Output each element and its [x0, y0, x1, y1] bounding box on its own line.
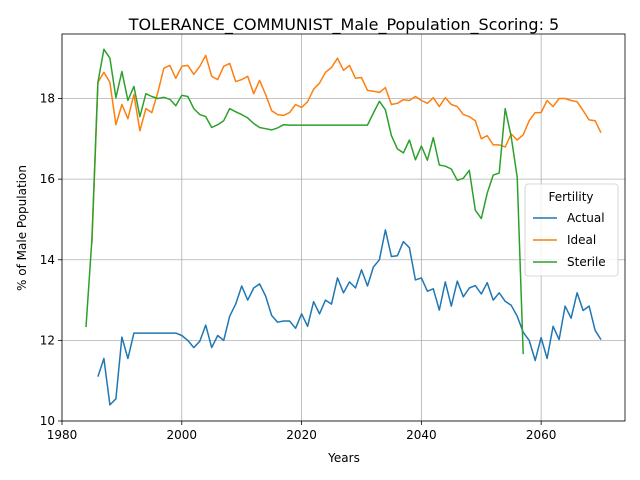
chart-title: TOLERANCE_COMMUNIST_Male_Population_Scor… [128, 15, 559, 35]
plot-frame [61, 33, 626, 422]
x-tick-label: 2020 [286, 428, 317, 442]
x-tick-label: 2060 [526, 428, 557, 442]
legend-entries: Actual Ideal Sterile [533, 211, 606, 269]
x-tick-label: 2000 [167, 428, 198, 442]
y-axis-label: % of Male Population [15, 165, 29, 291]
x-axis-ticks: 1980 2000 2020 2040 2060 [47, 421, 557, 442]
x-tick-label: 2040 [406, 428, 437, 442]
y-tick-label: 12 [40, 333, 55, 347]
series-line-ideal [91, 54, 602, 244]
x-axis-label: Years [327, 451, 360, 465]
legend-title: Fertility [548, 190, 593, 204]
legend: Fertility Actual Ideal Sterile [524, 183, 619, 277]
series-line-actual [97, 229, 602, 406]
y-axis-ticks: 10 12 14 16 18 [40, 92, 62, 428]
legend-label-sterile: Sterile [567, 255, 606, 269]
series-lines [85, 48, 602, 406]
y-tick-label: 18 [40, 92, 55, 106]
legend-box [524, 183, 619, 277]
y-tick-label: 16 [40, 172, 55, 186]
y-tick-label: 14 [40, 253, 55, 267]
series-line-sterile [85, 48, 524, 355]
legend-label-ideal: Ideal [567, 233, 596, 247]
x-tick-label: 1980 [47, 428, 78, 442]
y-tick-label: 10 [40, 414, 55, 428]
legend-label-actual: Actual [567, 211, 605, 225]
